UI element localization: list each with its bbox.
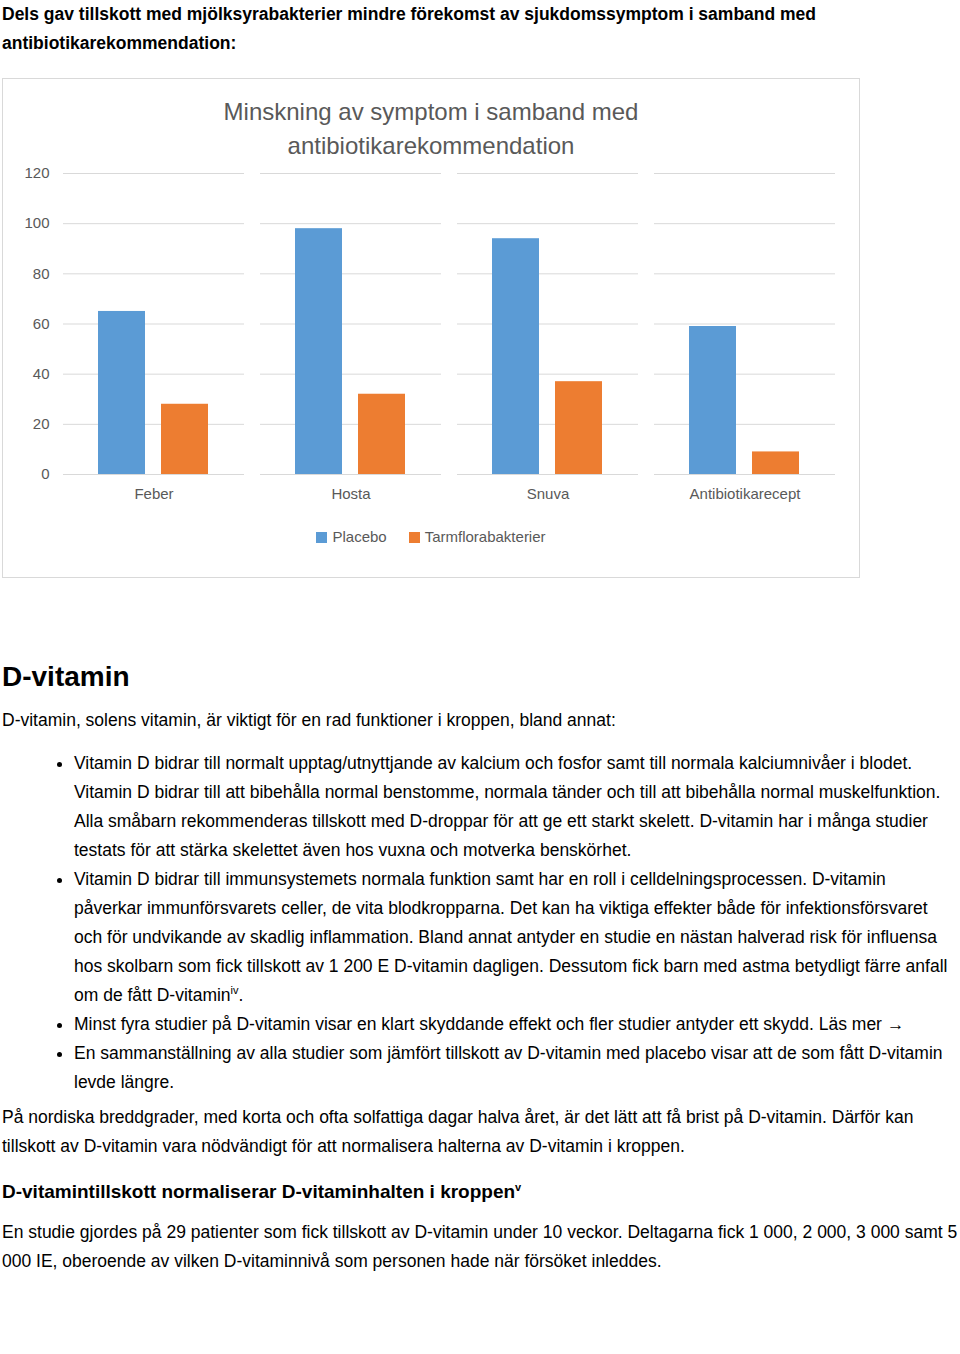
- svg-text:Snuva: Snuva: [527, 485, 570, 502]
- html-text:På nordiska breddgrader, med k: På nordiska breddgrader, med korta och o…: [2, 1107, 914, 1156]
- svg-text:Hosta: Hosta: [331, 485, 371, 502]
- svg-text:Feber: Feber: [134, 485, 173, 502]
- html-text:Minskning av symptom i samband: Minskning av symptom i samband med antib…: [223, 98, 639, 159]
- html-text:D-vitamin: D-vitamin: [2, 661, 130, 692]
- html-text:Placebo: Placebo: [332, 528, 387, 545]
- svg-text:100: 100: [24, 214, 49, 231]
- svg-text:Antibiotikarecept: Antibiotikarecept: [690, 485, 802, 502]
- svg-text:0: 0: [41, 465, 49, 482]
- html-text:Vitamin D bidrar till immunsys: Vitamin D bidrar till immunsystemets nor…: [74, 869, 948, 1005]
- svg-text:60: 60: [33, 315, 50, 332]
- html-text:Vitamin D bidrar till normalt: Vitamin D bidrar till normalt upptag/utn…: [74, 753, 941, 860]
- html-text:D-vitamin, solens vitamin, är: D-vitamin, solens vitamin, är viktigt fö…: [2, 710, 616, 730]
- svg-text:120: 120: [24, 164, 49, 181]
- html-text:Dels gav tillskott med mjölksy: Dels gav tillskott med mjölksyrabakterie…: [2, 4, 816, 53]
- svg-text:80: 80: [33, 265, 50, 282]
- html-text:En studie gjordes på 29 patien: En studie gjordes på 29 patienter som fi…: [2, 1222, 958, 1271]
- svg-text:20: 20: [33, 415, 50, 432]
- svg-text:40: 40: [33, 365, 50, 382]
- html-text:D-vitamintillskott normalisera: D-vitamintillskott normaliserar D-vitami…: [2, 1180, 522, 1202]
- html-text:Tarmflorabakterier: Tarmflorabakterier: [424, 528, 546, 545]
- html-text:Minst fyra studier på D-vitami: Minst fyra studier på D-vitamin visar en…: [74, 1014, 905, 1034]
- html-text:En sammanställning av alla stu: En sammanställning av alla studier som j…: [74, 1043, 943, 1092]
